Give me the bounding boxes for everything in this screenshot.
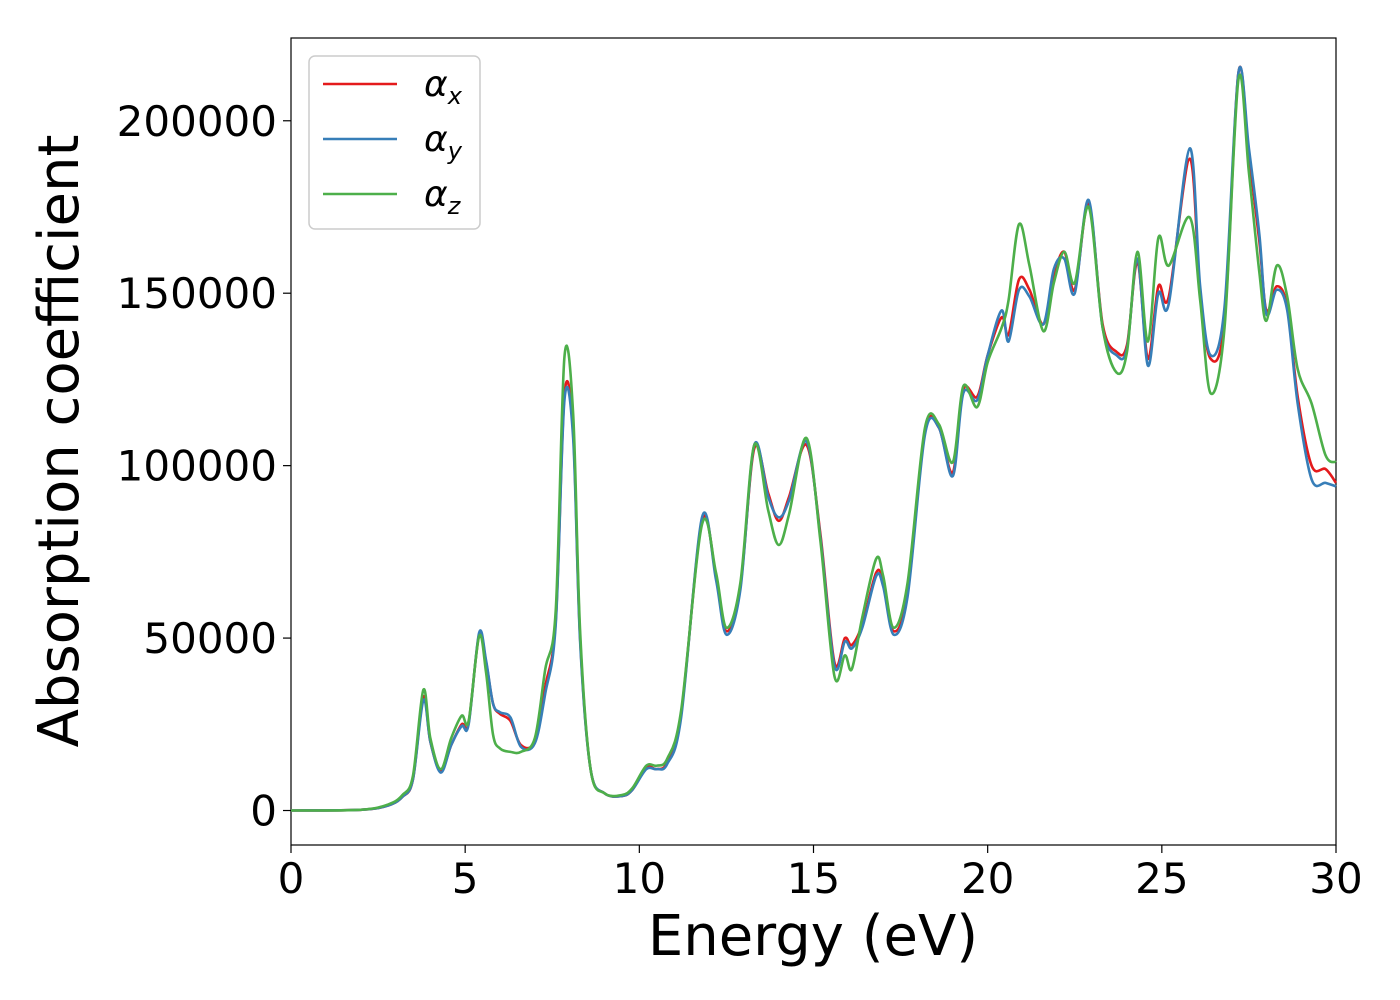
- series-line-alpha-z: [290, 73, 1337, 812]
- x-tick-label: 25: [1135, 854, 1188, 903]
- x-tick-label: 0: [278, 854, 305, 903]
- x-tick-label: 5: [452, 854, 479, 903]
- legend-label-alpha-y: αy: [424, 119, 463, 165]
- y-tick-label: 50000: [143, 614, 277, 663]
- x-tick-label: 15: [787, 854, 840, 903]
- x-axis-ticks: 0 5 10 15 20 25 30: [278, 845, 1363, 903]
- x-axis-label: Energy (eV): [648, 904, 978, 969]
- y-axis-label: Absorption coefficient: [27, 135, 92, 748]
- x-tick-label: 10: [613, 854, 666, 903]
- y-tick-label: 150000: [117, 269, 277, 318]
- legend-label-alpha-x: αx: [424, 64, 463, 110]
- y-axis-ticks: 0 50000 100000 150000 200000: [117, 97, 291, 836]
- x-tick-label: 30: [1309, 854, 1362, 903]
- y-tick-label: 0: [250, 787, 277, 836]
- x-tick-label: 20: [961, 854, 1014, 903]
- series-layer: [290, 65, 1338, 812]
- y-tick-label: 200000: [117, 97, 277, 146]
- legend-box: [308, 55, 481, 230]
- y-tick-label: 100000: [117, 442, 277, 491]
- series-line-alpha-y: [290, 65, 1337, 812]
